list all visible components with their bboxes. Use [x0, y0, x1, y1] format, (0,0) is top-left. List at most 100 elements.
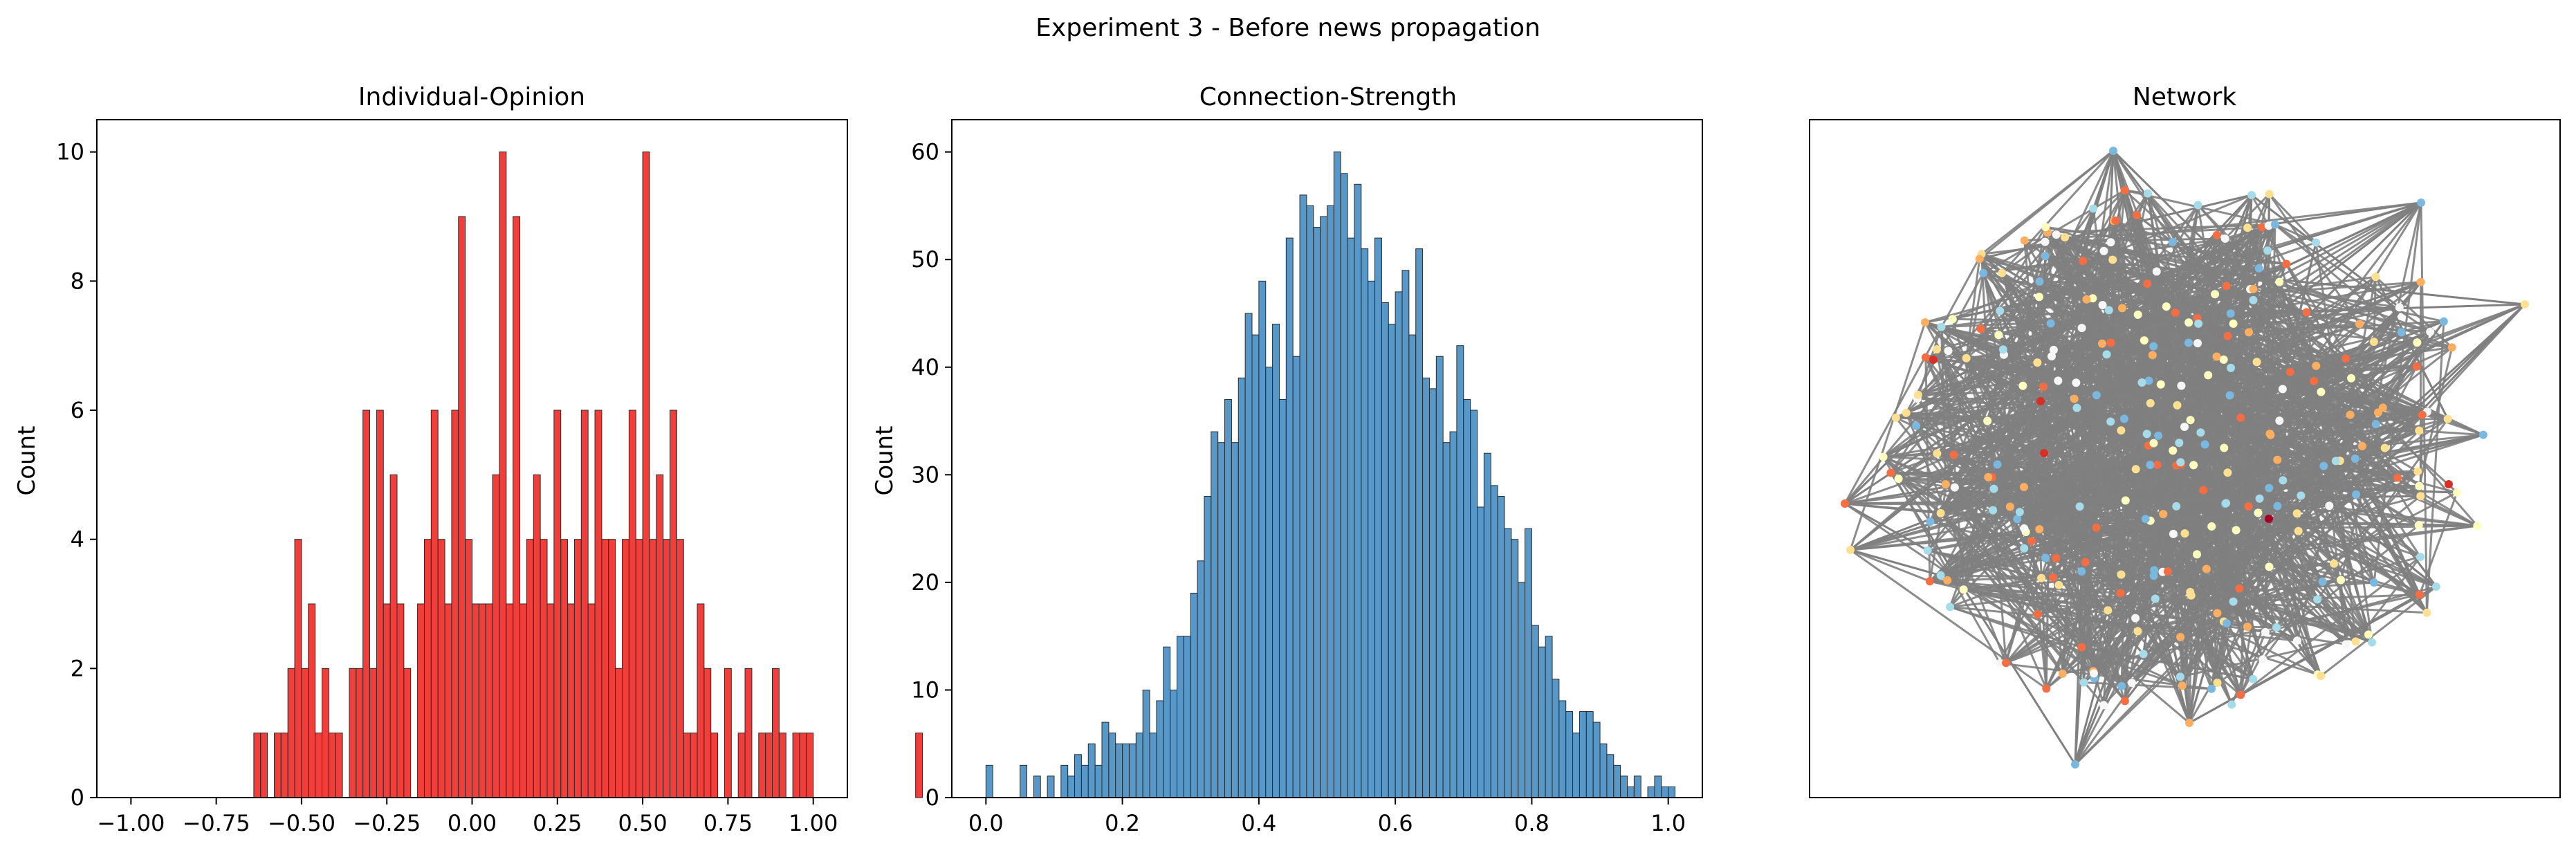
network-node [2413, 338, 2422, 347]
network-node [2272, 623, 2281, 632]
network-node [2310, 376, 2319, 385]
histogram-bar [1361, 248, 1369, 798]
network-node [2013, 515, 2022, 524]
network-edge [2131, 303, 2526, 684]
network-node [2225, 391, 2234, 400]
histogram-bar [1094, 764, 1103, 798]
network-node [2109, 147, 2117, 155]
network-edge [1844, 432, 2270, 505]
histogram-bar [492, 474, 500, 798]
network-node [2041, 223, 2050, 232]
network-edge [2153, 194, 2253, 576]
network-node [2395, 303, 2404, 312]
panel-network: Network [1809, 83, 2561, 798]
network-edge [1915, 425, 2126, 702]
network-node [2258, 223, 2267, 232]
network-node [2207, 522, 2216, 531]
network-node [1933, 449, 1942, 458]
histogram-bar [1401, 270, 1410, 798]
network-edge [1935, 348, 2097, 528]
network-node [2317, 387, 2326, 396]
network-node [2027, 537, 2036, 546]
x-tick-label: −1.00 [97, 810, 165, 836]
histogram-bar [315, 733, 322, 798]
y-tick-label: 8 [71, 268, 84, 294]
histogram-bar [1156, 700, 1164, 798]
network-node [2521, 300, 2529, 309]
histogram-bar [513, 216, 521, 798]
histogram-bar [1347, 237, 1355, 798]
histogram-bar [806, 733, 814, 798]
network-node [2371, 420, 2380, 429]
histogram-bar [703, 668, 712, 798]
chart-title: Connection-Strength [1199, 83, 1457, 111]
network-node [2151, 594, 2160, 603]
network-node [2255, 494, 2264, 503]
network-node [2097, 339, 2106, 348]
plot-frame [1809, 119, 2561, 798]
x-axis-ticks: 0.0 0.2 0.4 0.6 0.8 1.0 [968, 798, 1686, 836]
histogram-bar [560, 539, 569, 798]
network-node [2473, 522, 2482, 531]
network-node [2347, 374, 2356, 383]
histogram-bar [451, 410, 459, 798]
network-node [2346, 410, 2355, 419]
histogram-bar [1128, 743, 1137, 798]
network-node [2219, 355, 2228, 364]
network-node [2193, 201, 2202, 210]
network-edge [1882, 201, 2422, 458]
network-node [2337, 576, 2346, 585]
network-node [2223, 619, 2232, 628]
network-node [2264, 221, 2273, 230]
histogram-bar [506, 603, 514, 798]
histogram-bar [683, 733, 691, 798]
network-edge [2322, 466, 2370, 635]
network-node [2422, 608, 2431, 617]
network-node [2037, 573, 2046, 582]
network-node [1950, 483, 1959, 492]
histogram-bar [670, 410, 677, 798]
network-node [2133, 211, 2142, 220]
network-edge [1954, 486, 2263, 661]
y-axis-label: Count [13, 426, 41, 496]
network-node [2313, 595, 2322, 604]
histogram-bar [1477, 506, 1484, 798]
y-tick-label: 0 [71, 784, 84, 811]
histogram-bar [649, 539, 657, 798]
network-node [2119, 414, 2128, 423]
network-node [2258, 655, 2267, 664]
network-edge [2112, 150, 2174, 243]
network-edge [2095, 150, 2115, 528]
network-edge [1844, 495, 2421, 505]
network-node [2200, 440, 2209, 449]
network-edge [1844, 502, 1941, 515]
network-edge [1850, 441, 2180, 551]
network-edge [2079, 331, 2431, 508]
network-edge [1965, 259, 1981, 358]
chart-title: Individual-Opinion [358, 83, 585, 111]
histogram-bar [1244, 313, 1253, 798]
histogram-bar [573, 539, 582, 798]
network-edge [1980, 149, 2114, 255]
network-node [2079, 678, 2088, 687]
bars [253, 151, 923, 798]
network-edge [1991, 208, 2095, 478]
network-node [2111, 217, 2120, 226]
network-edge [2056, 493, 2357, 560]
network-node [2229, 319, 2238, 328]
network-node [2236, 413, 2245, 422]
network-edge [2112, 149, 2254, 290]
network-node [2220, 443, 2229, 452]
network-node [2236, 690, 2245, 699]
y-tick-label: 40 [911, 354, 939, 380]
network-node [2020, 544, 2029, 553]
network-node [2417, 199, 2425, 207]
network-edge [1850, 549, 1931, 582]
network-node [2177, 381, 2186, 390]
network-nodes [1841, 147, 2529, 769]
network-edge [2276, 506, 2319, 675]
network-node [2312, 361, 2321, 370]
network-node [1841, 499, 1849, 508]
histogram-bar [1435, 356, 1444, 798]
histogram-bar [1135, 733, 1143, 798]
